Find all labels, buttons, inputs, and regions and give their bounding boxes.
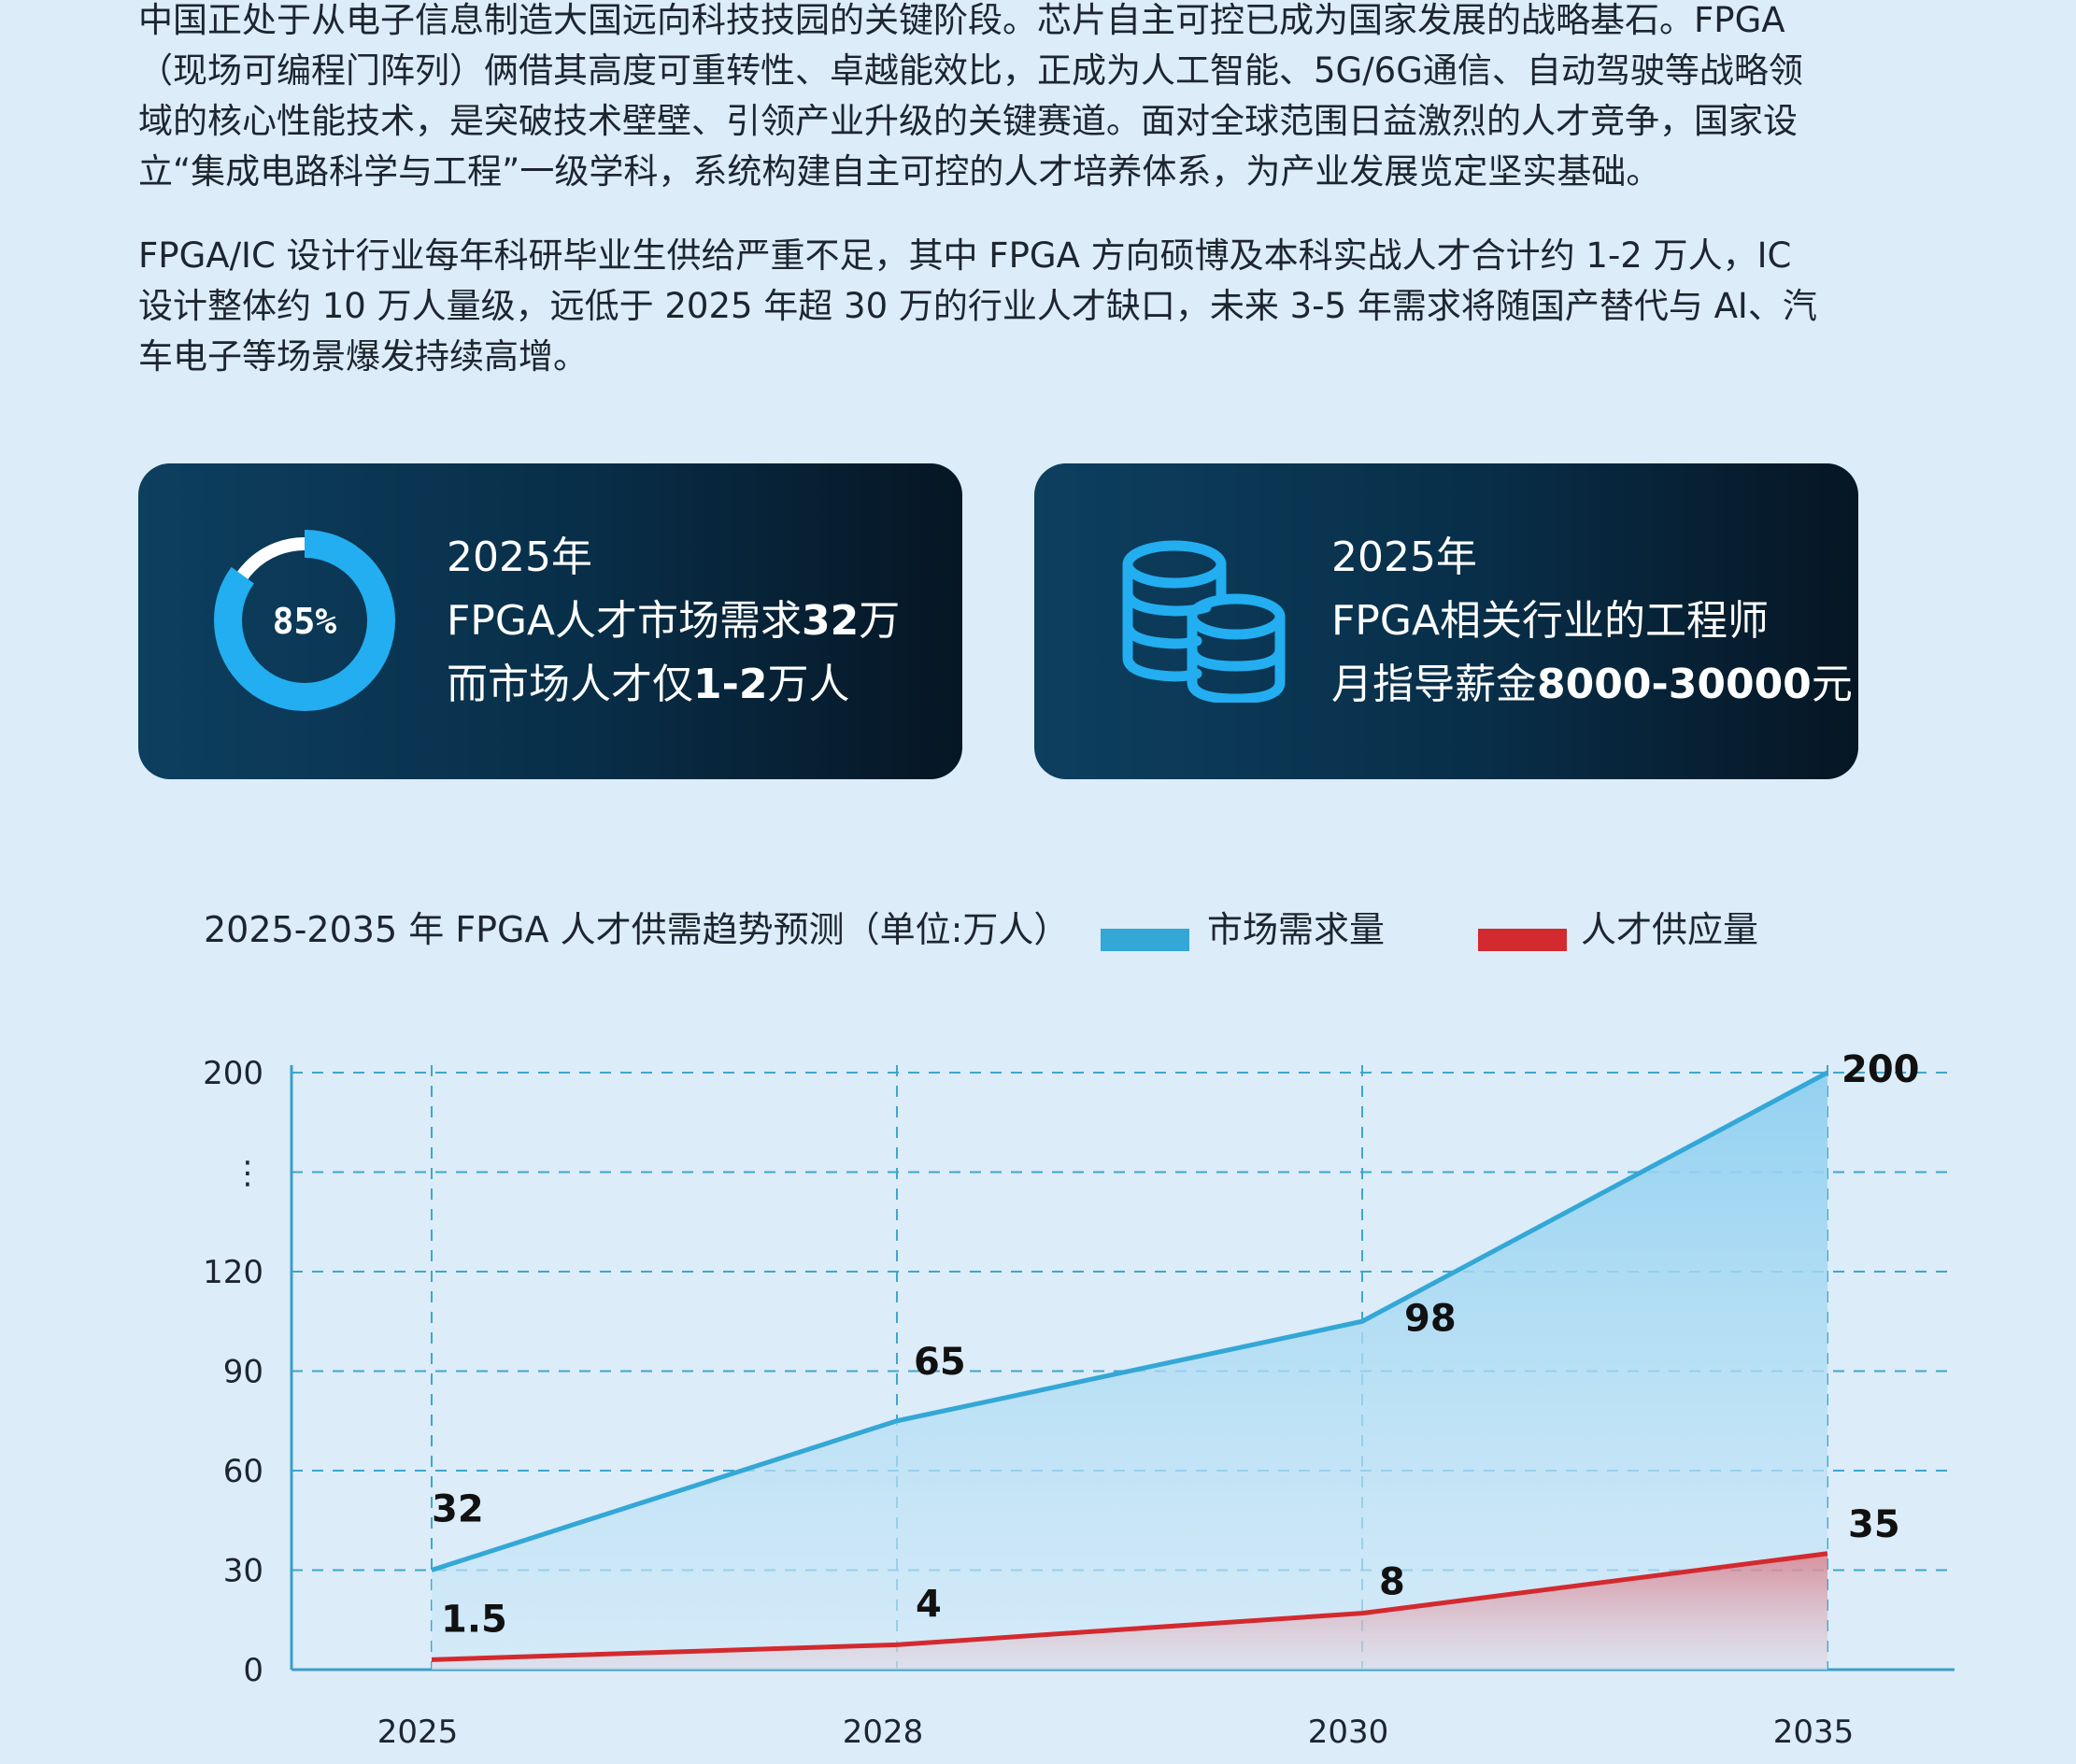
chart-title: 2025-2035 年 FPGA 人才供需趋势预测（单位:万人） (204, 909, 1069, 950)
left-card-demand-unit: 万 (859, 597, 901, 645)
x-tick-label: 2035 (1773, 1714, 1855, 1751)
legend-label-supply: 人才供应量 (1581, 909, 1758, 950)
supply-area (432, 1553, 1827, 1670)
left-card-supply-line: 而市场人才仅1-2万人 (447, 652, 850, 718)
right-card-year: 2025年 (1331, 533, 1477, 581)
y-tick-label: 90 (223, 1354, 263, 1391)
donut-arc (214, 530, 395, 711)
y-tick-label: 200 (203, 1055, 263, 1092)
supply-demand-chart: 2025-2035 年 FPGA 人才供需趋势预测（单位:万人） 市场需求量 人… (203, 909, 1955, 1751)
supply-paragraph: FPGA/IC 设计行业每年科研毕业生供给严重不足，其中 FPGA 方向硕博及本… (138, 235, 1817, 377)
intro-paragraph: 中国正处于从电子信息制造大国远向科技技园的关键阶段。芯片自主可控已成为国家发展的… (138, 0, 1803, 192)
right-card-salary-unit: 元 (1811, 661, 1853, 708)
x-tick-label: 2025 (377, 1714, 459, 1751)
y-tick-label: ⋮ (232, 1155, 263, 1192)
legend-swatch-demand (1101, 929, 1189, 951)
left-card-supply-text: 而市场人才仅 (447, 661, 693, 708)
legend-label-demand: 市场需求量 (1207, 909, 1385, 950)
left-card-supply-unit: 万人 (767, 661, 850, 708)
supply-data-label: 8 (1379, 1561, 1405, 1604)
right-card-salary-value: 8000-30000 (1537, 661, 1812, 708)
supply-data-label: 4 (916, 1583, 942, 1626)
donut-percent-label: 85% (273, 601, 337, 642)
donut-progress-ring: 85% (214, 530, 395, 711)
supply-line (431, 1551, 1828, 1662)
salary-stat-card: 2025年 FPGA相关行业的工程师 月指导薪金8000-30000元 (1034, 463, 1858, 779)
x-tick-label: 2030 (1308, 1714, 1389, 1751)
y-tick-label: 120 (203, 1254, 263, 1291)
y-tick-label: 60 (223, 1453, 263, 1490)
left-card-year: 2025年 (447, 533, 592, 581)
supply-data-label: 1.5 (441, 1598, 507, 1641)
left-card-demand-text: FPGA人才市场需求 (447, 597, 803, 645)
supply-data-label: 35 (1848, 1503, 1900, 1546)
y-tick-label: 30 (223, 1553, 263, 1590)
demand-line (431, 1070, 1829, 1572)
coins-stack-icon (1122, 540, 1286, 703)
x-tick-label: 2028 (843, 1714, 924, 1751)
left-card-demand-line: FPGA人才市场需求32万 (447, 589, 900, 654)
legend-swatch-supply (1478, 929, 1567, 951)
demand-data-label: 32 (432, 1488, 484, 1531)
demand-data-label: 98 (1404, 1297, 1457, 1340)
y-tick-label: 0 (243, 1652, 263, 1689)
demand-data-label: 65 (914, 1341, 966, 1384)
right-card-salary-text: 月指导薪金 (1331, 661, 1537, 708)
right-card-salary-line: 月指导薪金8000-30000元 (1331, 652, 1853, 718)
demand-data-label: 200 (1841, 1048, 1920, 1091)
left-card-demand-value: 32 (802, 597, 860, 645)
right-card-engineer-line: FPGA相关行业的工程师 (1331, 597, 1770, 645)
demand-stat-card: 85% 2025年 FPGA人才市场需求32万 而市场人才仅1-2万人 (138, 463, 962, 779)
left-card-supply-value: 1-2 (693, 661, 768, 708)
